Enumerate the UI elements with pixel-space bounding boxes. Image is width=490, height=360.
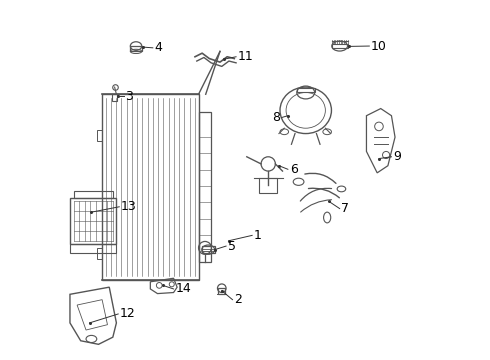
Bar [297,88,315,93]
Text: 4: 4 [155,41,163,54]
Text: 2: 2 [234,293,242,306]
Bar [70,198,117,244]
Text: 10: 10 [371,40,387,53]
Bar [332,44,347,48]
Bar [70,244,117,253]
Text: 7: 7 [342,202,349,215]
Text: 6: 6 [290,163,297,176]
Bar [130,46,142,51]
Text: 3: 3 [125,90,133,103]
Bar [202,246,215,253]
Text: 8: 8 [272,111,280,124]
Bar [74,191,113,198]
Bar [218,288,225,294]
Bar [97,248,102,258]
Text: 11: 11 [238,50,254,63]
Text: 5: 5 [228,240,236,253]
Text: 1: 1 [254,229,262,242]
Bar [259,178,277,193]
Text: 14: 14 [175,283,191,296]
Bar [97,130,102,141]
Bar [102,94,198,280]
Text: 13: 13 [121,200,137,213]
Text: 9: 9 [393,150,401,163]
Bar [112,94,118,102]
Text: 12: 12 [120,307,136,320]
Bar [198,112,211,262]
